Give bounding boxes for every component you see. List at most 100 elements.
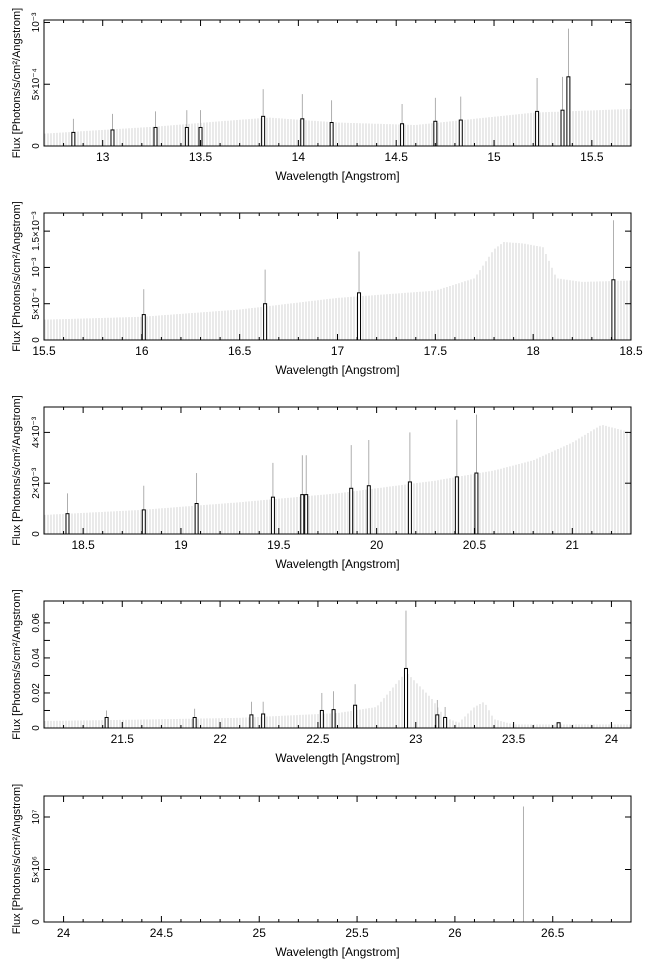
x-axis-title: Wavelength [Angstrom] bbox=[275, 557, 399, 571]
emission-lines bbox=[71, 28, 571, 147]
chart-panel-3: 18.5 19 19.5 20 20.5 21 0 2×10⁻³ 4×10⁻³ Wavelengt… bbox=[11, 395, 632, 571]
line-bar bbox=[184, 126, 189, 147]
y-axis-title: Flux [Photons/s/cm²/Angstrom] bbox=[11, 395, 23, 545]
x-tick-label: 14 bbox=[292, 150, 306, 164]
line-bar bbox=[349, 487, 354, 535]
line-bar bbox=[566, 76, 571, 147]
line-bar bbox=[400, 123, 405, 147]
x-tick-label: 20 bbox=[370, 538, 384, 552]
line-bar bbox=[249, 714, 254, 729]
x-tick-label: 19 bbox=[174, 538, 188, 552]
x-axis-title: Wavelength [Angstrom] bbox=[275, 363, 399, 377]
line-bar bbox=[270, 496, 275, 535]
line-bar bbox=[104, 716, 109, 729]
emission-lines bbox=[65, 414, 479, 535]
y-tick-label: 2×10⁻³ bbox=[31, 467, 42, 499]
y-tick-label: 0 bbox=[31, 337, 42, 343]
x-tick-label: 17 bbox=[331, 344, 345, 358]
line-bar bbox=[141, 314, 146, 341]
line-bar bbox=[403, 667, 408, 729]
x-tick-label: 24 bbox=[605, 732, 619, 746]
y-tick-label: 0 bbox=[31, 531, 42, 537]
chart-panel-5: 24 24.5 25 25.5 26 26.5 0 5×10⁶ 10⁷ Wavelength [A… bbox=[11, 784, 632, 959]
line-bar bbox=[366, 485, 371, 535]
y-axis: 0 0.02 0.04 0.06 bbox=[31, 613, 631, 731]
line-bar bbox=[65, 513, 70, 535]
x-axis: 15.5 16 16.5 17 17.5 18 18.5 bbox=[32, 213, 643, 358]
line-bar bbox=[304, 494, 309, 535]
y-axis-title: Flux [Photons/s/cm²/Angstrom] bbox=[11, 201, 23, 351]
y-tick-label: 10⁻³ bbox=[31, 12, 42, 32]
x-tick-label: 23.5 bbox=[502, 732, 526, 746]
y-tick-label: 0.02 bbox=[31, 683, 42, 703]
line-bar bbox=[261, 115, 266, 147]
plot-frame bbox=[43, 795, 632, 923]
plot-frame bbox=[43, 600, 632, 729]
continuum-series bbox=[44, 425, 631, 534]
line-bar bbox=[71, 131, 76, 147]
x-tick-label: 24 bbox=[57, 926, 71, 940]
x-tick-label: 17.5 bbox=[424, 344, 448, 358]
x-axis: 24 24.5 25 25.5 26 26.5 bbox=[43, 796, 632, 940]
x-tick-label: 21.5 bbox=[111, 732, 135, 746]
line-bar bbox=[433, 120, 438, 147]
x-axis-title: Wavelength [Angstrom] bbox=[275, 945, 399, 959]
line-bar bbox=[535, 110, 540, 147]
line-bar bbox=[435, 714, 440, 729]
continuum-series bbox=[44, 242, 631, 340]
line-bar bbox=[443, 716, 448, 729]
line-bar bbox=[353, 704, 358, 729]
y-tick-label: 10⁷ bbox=[31, 809, 42, 824]
x-tick-label: 22.5 bbox=[306, 732, 330, 746]
chart-panel-2: 15.5 16 16.5 17 17.5 18 18.5 0 5×10⁻⁴ 10⁻³ 1.5×10⁻… bbox=[11, 201, 643, 377]
y-tick-label: 10⁻³ bbox=[31, 257, 42, 277]
line-bar bbox=[474, 472, 479, 535]
line-bar bbox=[261, 713, 266, 729]
x-tick-label: 25.5 bbox=[345, 926, 369, 940]
x-tick-label: 14.5 bbox=[385, 150, 409, 164]
x-tick-label: 18 bbox=[526, 344, 540, 358]
x-axis: 13 13.5 14 14.5 15 15.5 bbox=[43, 20, 632, 164]
y-tick-label: 0 bbox=[31, 143, 42, 149]
x-tick-label: 18.5 bbox=[71, 538, 95, 552]
line-bar bbox=[611, 279, 616, 341]
line-bar bbox=[194, 503, 199, 535]
y-axis: 0 5×10⁶ 10⁷ bbox=[31, 809, 631, 925]
line-bar bbox=[263, 303, 268, 341]
x-axis: 21.5 22 22.5 23 23.5 24 bbox=[43, 601, 632, 746]
y-axis-title: Flux [Photons/s/cm²/Angstrom] bbox=[11, 589, 23, 739]
x-tick-label: 25 bbox=[253, 926, 267, 940]
line-bar bbox=[329, 122, 334, 147]
x-axis: 18.5 19 19.5 20 20.5 21 bbox=[43, 407, 632, 552]
x-tick-label: 24.5 bbox=[150, 926, 174, 940]
y-tick-label: 0.06 bbox=[31, 613, 42, 633]
line-bar bbox=[407, 481, 412, 535]
y-tick-label: 0 bbox=[31, 725, 42, 731]
x-tick-label: 15.5 bbox=[580, 150, 604, 164]
y-axis-title: Flux [Photons/s/cm²/Angstrom] bbox=[11, 8, 23, 158]
x-tick-label: 13.5 bbox=[189, 150, 213, 164]
chart-panel-1: 13 13.5 14 14.5 15 15.5 0 5×10⁻⁴ 10⁻³ Wavelength … bbox=[11, 8, 632, 183]
y-axis-title: Flux [Photons/s/cm²/Angstrom] bbox=[11, 784, 23, 934]
x-tick-label: 21 bbox=[566, 538, 580, 552]
line-bar bbox=[319, 709, 324, 729]
continuum-series bbox=[44, 673, 631, 728]
x-tick-label: 19.5 bbox=[267, 538, 291, 552]
y-axis: 0 2×10⁻³ 4×10⁻³ bbox=[31, 416, 631, 537]
continuum-series bbox=[44, 108, 631, 146]
x-tick-label: 13 bbox=[96, 150, 110, 164]
line-bar bbox=[153, 126, 158, 147]
x-tick-label: 22 bbox=[213, 732, 227, 746]
line-bar bbox=[458, 119, 463, 147]
x-tick-label: 23 bbox=[409, 732, 423, 746]
x-axis-title: Wavelength [Angstrom] bbox=[275, 169, 399, 183]
x-tick-label: 15.5 bbox=[32, 344, 56, 358]
line-bar bbox=[331, 709, 336, 729]
line-bar bbox=[192, 716, 197, 729]
x-tick-label: 20.5 bbox=[463, 538, 487, 552]
line-bar bbox=[300, 494, 305, 535]
line-bar bbox=[300, 118, 305, 147]
x-tick-label: 18.5 bbox=[619, 344, 643, 358]
y-tick-label: 0.04 bbox=[31, 648, 42, 668]
